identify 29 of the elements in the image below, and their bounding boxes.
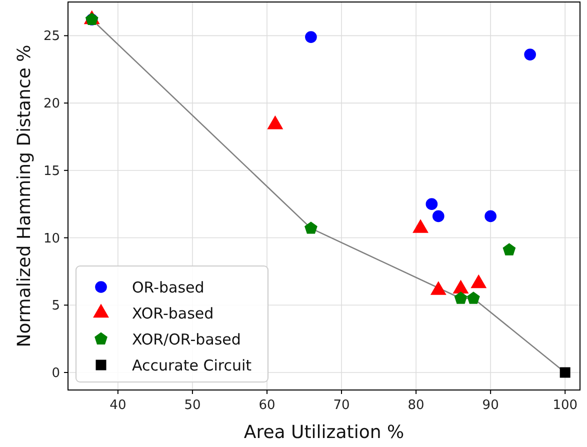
point — [502, 243, 516, 256]
point — [305, 31, 317, 43]
y-tick-label: 20 — [43, 96, 60, 112]
point — [524, 48, 536, 60]
point — [560, 367, 570, 378]
y-tick-label: 10 — [43, 231, 60, 246]
x-tick-label: 50 — [184, 398, 201, 413]
x-tick-label: 90 — [482, 398, 499, 413]
legend-label: XOR/OR-based — [132, 330, 241, 348]
x-tick-label: 70 — [333, 398, 350, 413]
legend-label: XOR-based — [132, 304, 214, 322]
x-tick-label: 80 — [408, 398, 424, 413]
x-tick-label: 100 — [552, 398, 578, 413]
y-tick-label: 5 — [52, 298, 60, 314]
y-tick-label: 0 — [52, 366, 60, 382]
point — [466, 292, 480, 304]
y-axis-title: Normalized Hamming Distance % — [14, 44, 35, 348]
legend-label: OR-based — [132, 278, 204, 296]
point — [454, 292, 468, 304]
point — [426, 198, 438, 210]
legend-label: Accurate Circuit — [132, 356, 252, 374]
x-tick-label: 60 — [258, 398, 276, 413]
point — [304, 222, 318, 234]
x-axis-title: Area Utilization % — [244, 422, 404, 443]
point — [484, 210, 496, 222]
y-tick-label: 25 — [43, 29, 60, 44]
x-tick-label: 40 — [110, 398, 126, 413]
point — [432, 210, 444, 222]
y-tick-label: 15 — [43, 164, 60, 179]
